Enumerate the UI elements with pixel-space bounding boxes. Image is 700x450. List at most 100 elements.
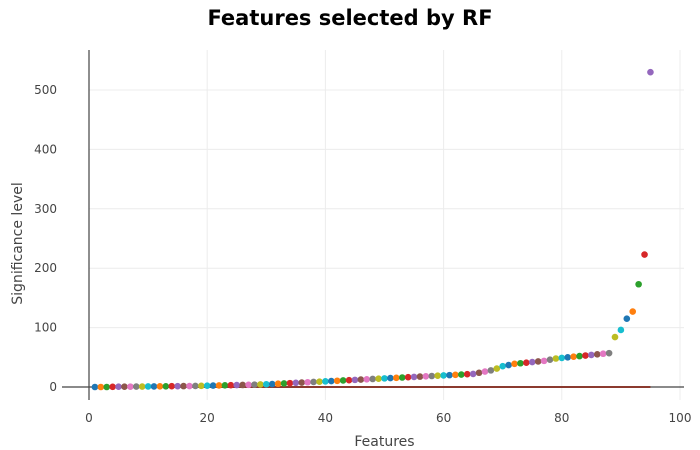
- data-point[interactable]: [316, 378, 323, 385]
- data-point[interactable]: [197, 382, 205, 390]
- data-point[interactable]: [499, 362, 507, 370]
- data-point[interactable]: [121, 383, 128, 391]
- data-point[interactable]: [286, 379, 294, 387]
- data-point[interactable]: [292, 379, 300, 387]
- data-point[interactable]: [635, 280, 642, 288]
- data-point[interactable]: [605, 349, 613, 357]
- data-point[interactable]: [475, 369, 483, 377]
- data-point[interactable]: [209, 382, 217, 389]
- data-point[interactable]: [582, 352, 589, 359]
- data-point[interactable]: [150, 383, 158, 390]
- data-point[interactable]: [174, 382, 181, 390]
- data-point[interactable]: [523, 359, 530, 366]
- data-point[interactable]: [623, 315, 631, 322]
- data-point[interactable]: [528, 358, 536, 366]
- data-point[interactable]: [558, 354, 566, 362]
- data-point[interactable]: [328, 377, 335, 385]
- data-point[interactable]: [552, 355, 560, 362]
- data-point[interactable]: [416, 373, 424, 380]
- data-point[interactable]: [274, 380, 282, 388]
- data-point[interactable]: [469, 370, 477, 378]
- data-point[interactable]: [280, 380, 288, 387]
- data-point[interactable]: [357, 376, 365, 383]
- data-point[interactable]: [428, 372, 436, 380]
- data-point[interactable]: [263, 380, 270, 388]
- data-point[interactable]: [257, 381, 264, 388]
- data-point[interactable]: [505, 361, 512, 369]
- data-point[interactable]: [97, 383, 105, 391]
- data-point[interactable]: [434, 372, 441, 380]
- data-point[interactable]: [91, 383, 99, 391]
- data-point[interactable]: [369, 375, 376, 383]
- grid-lines: [89, 50, 684, 400]
- data-point[interactable]: [144, 383, 152, 390]
- data-point[interactable]: [115, 383, 122, 391]
- data-point[interactable]: [103, 383, 111, 391]
- data-point[interactable]: [641, 251, 648, 258]
- data-point[interactable]: [227, 381, 235, 389]
- data-point[interactable]: [564, 354, 572, 361]
- data-point[interactable]: [339, 377, 347, 384]
- data-point[interactable]: [345, 376, 353, 384]
- data-point[interactable]: [540, 357, 548, 365]
- data-point[interactable]: [404, 373, 412, 381]
- data-point[interactable]: [192, 382, 199, 390]
- data-point[interactable]: [203, 382, 211, 389]
- data-point[interactable]: [647, 68, 654, 76]
- data-point[interactable]: [576, 352, 583, 360]
- x-axis-label: Features: [354, 434, 414, 450]
- data-point[interactable]: [381, 375, 388, 382]
- data-point[interactable]: [398, 374, 406, 381]
- data-point[interactable]: [268, 380, 276, 388]
- data-point[interactable]: [481, 368, 489, 375]
- data-point[interactable]: [127, 383, 134, 390]
- data-point[interactable]: [588, 351, 595, 359]
- data-point[interactable]: [452, 371, 459, 379]
- data-point[interactable]: [310, 378, 317, 386]
- data-point[interactable]: [221, 382, 229, 389]
- data-point[interactable]: [138, 383, 146, 390]
- data-point[interactable]: [511, 360, 518, 368]
- data-point[interactable]: [546, 356, 554, 363]
- data-point[interactable]: [617, 326, 625, 334]
- data-point[interactable]: [168, 382, 176, 390]
- data-point[interactable]: [570, 353, 577, 361]
- data-point[interactable]: [611, 333, 619, 341]
- data-point[interactable]: [251, 381, 258, 388]
- data-point[interactable]: [487, 367, 495, 374]
- data-point[interactable]: [215, 382, 223, 389]
- data-point[interactable]: [322, 378, 329, 385]
- y-tick-label-500: 500: [34, 83, 57, 97]
- data-point[interactable]: [493, 365, 501, 372]
- data-point[interactable]: [458, 371, 465, 378]
- data-point[interactable]: [233, 381, 241, 389]
- data-point[interactable]: [245, 381, 252, 389]
- data-point[interactable]: [599, 350, 607, 358]
- data-point[interactable]: [422, 373, 430, 380]
- data-point[interactable]: [534, 358, 542, 365]
- data-point[interactable]: [363, 375, 371, 383]
- data-point[interactable]: [132, 383, 140, 390]
- data-point[interactable]: [593, 351, 601, 358]
- data-point[interactable]: [304, 378, 311, 386]
- data-point[interactable]: [186, 382, 193, 390]
- chart-title: Features selected by RF: [207, 6, 493, 30]
- data-point[interactable]: [180, 382, 187, 390]
- data-point[interactable]: [298, 379, 306, 386]
- data-point[interactable]: [410, 373, 418, 381]
- data-point[interactable]: [463, 370, 471, 378]
- data-point[interactable]: [393, 374, 400, 382]
- data-point[interactable]: [162, 382, 170, 390]
- data-point[interactable]: [109, 383, 116, 391]
- data-point[interactable]: [517, 359, 524, 367]
- data-point[interactable]: [629, 308, 637, 315]
- data-point[interactable]: [387, 374, 394, 382]
- data-point[interactable]: [446, 371, 453, 379]
- data-point[interactable]: [351, 376, 359, 384]
- data-point[interactable]: [239, 381, 246, 389]
- data-point[interactable]: [440, 372, 447, 379]
- data-point[interactable]: [156, 383, 164, 390]
- data-point[interactable]: [333, 377, 341, 385]
- data-point[interactable]: [375, 375, 382, 382]
